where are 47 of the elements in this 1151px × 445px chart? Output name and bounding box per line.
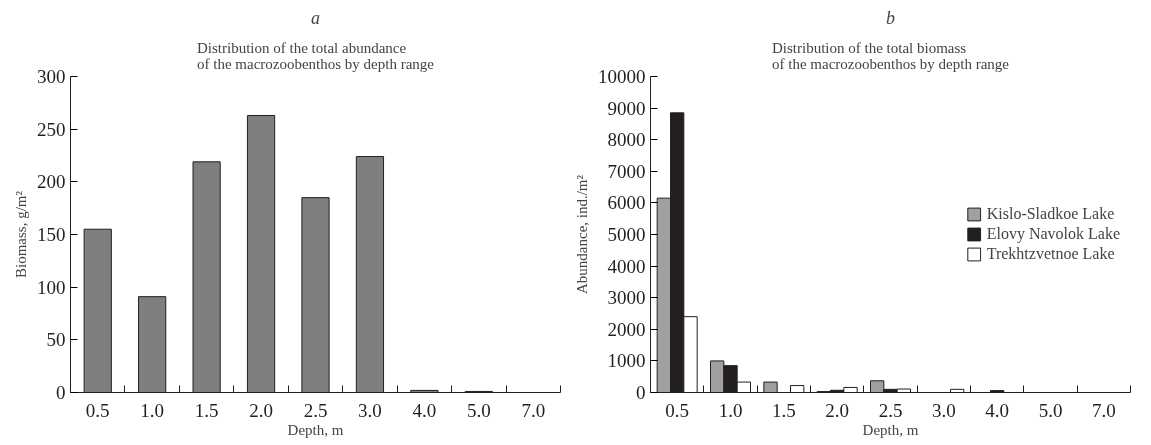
chart-title: b	[886, 7, 895, 28]
y-tick-label: 4000	[607, 255, 646, 277]
y-tick-label: 0	[56, 382, 66, 403]
y-tick-label: 6000	[607, 192, 646, 214]
y-tick-label: 50	[46, 329, 66, 351]
x-tick-label: 2.5	[878, 399, 903, 421]
x-tick-label: 3.0	[931, 399, 956, 421]
chart-subtitle: Distribution of the total biomass of the macrozoobenthos by depth range	[772, 39, 1010, 72]
x-tick-label: 7.0	[1091, 399, 1116, 421]
x-tick-label: 4.0	[985, 399, 1010, 421]
x-axis-title: Depth, m	[287, 421, 344, 438]
y-tick-label: 300	[37, 66, 66, 87]
legend-label: Kislo-Sladkoe Lake	[986, 205, 1115, 223]
y-tick-label: 100	[37, 276, 66, 298]
x-tick-label: 0.5	[85, 399, 110, 421]
x-tick-label: 1.0	[718, 399, 743, 421]
x-tick-label: 5.0	[1038, 399, 1063, 421]
chart-subtitle: Distribution of the total abundance of the macrozoobenthos by depth range	[197, 39, 435, 72]
x-axis-title: Depth, m	[862, 421, 919, 438]
y-tick-label: 3000	[607, 287, 646, 309]
y-tick-label: 1000	[607, 350, 646, 372]
legend-label: Trekhtzvetnoe Lake	[986, 245, 1115, 263]
y-tick-label: 200	[37, 171, 66, 193]
x-tick-label: 4.0	[412, 399, 437, 421]
legend-label: Elovy Navolok Lake	[986, 225, 1120, 243]
y-tick-label: 8000	[607, 129, 646, 151]
x-tick-label: 1.0	[140, 399, 165, 421]
y-axis-title: Abundance, ind./m²	[574, 174, 590, 295]
x-tick-label: 2.0	[825, 399, 850, 421]
chart-title: a	[311, 7, 320, 28]
y-tick-label: 10000	[598, 66, 646, 87]
y-tick-label: 5000	[607, 224, 646, 245]
x-tick-label: 3.0	[358, 399, 382, 421]
x-tick-label: 7.0	[521, 399, 546, 421]
y-tick-label: 9000	[607, 97, 646, 119]
x-tick-label: 0.5	[665, 399, 690, 421]
y-tick-label: 250	[37, 118, 66, 140]
x-tick-label: 1.5	[771, 399, 796, 421]
x-tick-label: 2.0	[249, 399, 273, 421]
y-tick-label: 0	[636, 382, 646, 403]
y-axis-title: Biomass, g/m²	[13, 190, 29, 278]
y-tick-label: 150	[37, 224, 66, 245]
x-tick-label: 1.5	[194, 399, 219, 421]
y-tick-label: 7000	[607, 160, 646, 182]
x-tick-label: 2.5	[303, 399, 328, 421]
x-tick-label: 5.0	[466, 399, 491, 421]
y-tick-label: 2000	[607, 318, 646, 340]
